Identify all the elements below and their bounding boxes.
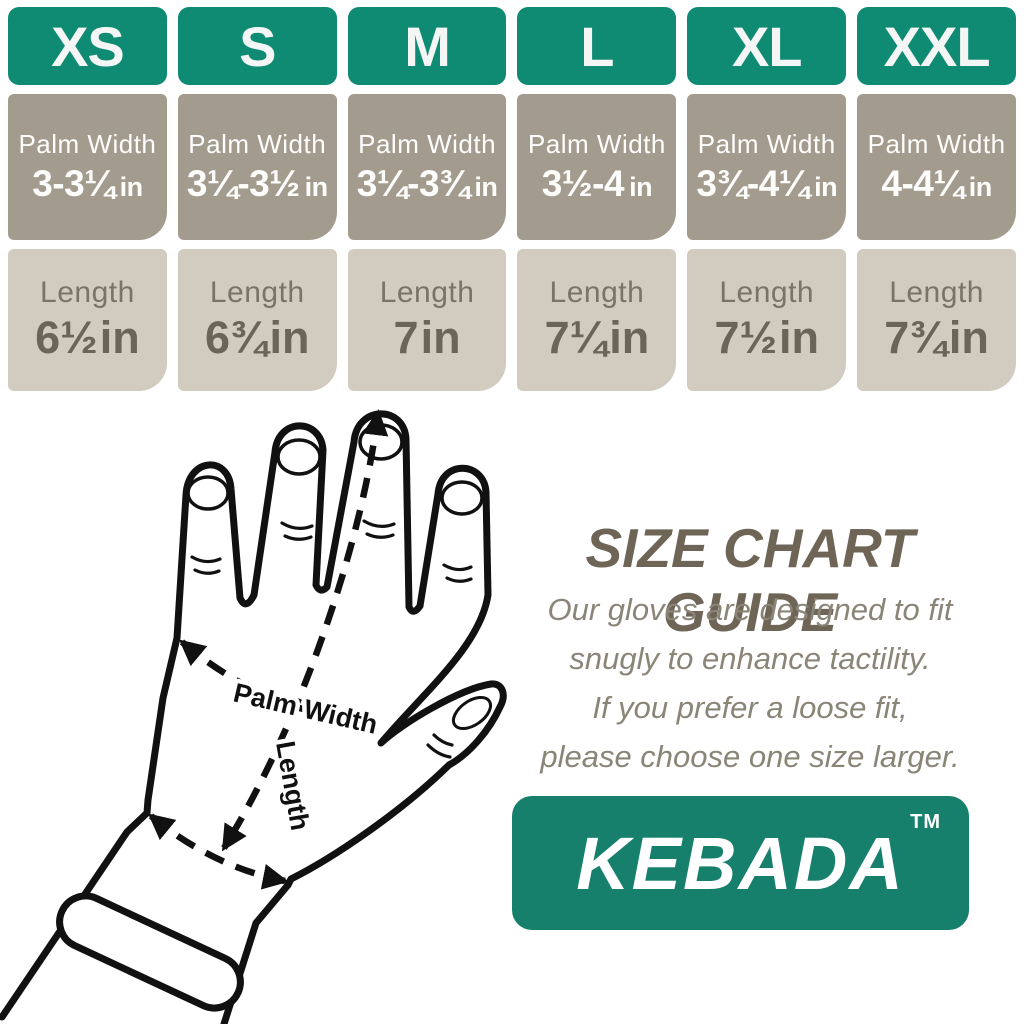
size-header-xs: XS [8, 7, 167, 85]
length-cell-l: Length 7¼in [517, 249, 677, 391]
length-label: Length [549, 276, 645, 309]
unit-label: in [99, 312, 140, 363]
palm-width-value: 3¼-3½ in [186, 163, 329, 204]
brand-logo: KEBADA TM [512, 796, 969, 930]
length-row: Length 6½in Length 6¾in Length 7in Lengt… [8, 249, 1016, 391]
length-cell-m: Length 7in [347, 249, 507, 391]
size-header-l: L [517, 7, 677, 85]
unit-label: in [119, 172, 144, 202]
length-cell-xl: Length 7½in [687, 249, 847, 391]
length-cell-xs: Length 6½in [8, 249, 167, 391]
length-value: 7in [393, 312, 461, 363]
length-value: 6½in [35, 312, 140, 363]
length-label: Length [209, 276, 305, 309]
length-cell-s: Length 6¾in [177, 249, 337, 391]
length-arrow [221, 409, 389, 852]
guide-line-2: snugly to enhance tactility. [569, 641, 931, 676]
palm-width-label: Palm Width [527, 129, 666, 159]
palm-width-label: Palm Width [188, 129, 327, 159]
palm-width-cell-xs: Palm Width 3-3¼ in [8, 94, 167, 240]
palm-width-value: 3¼-3¾ in [356, 163, 498, 204]
palm-width-label: Palm Width [18, 129, 157, 159]
palm-width-label: Palm Width [697, 129, 836, 159]
trademark-symbol: TM [910, 811, 941, 833]
unit-label: in [420, 312, 461, 363]
unit-label: in [814, 172, 838, 202]
guide-line-1: Our gloves are designed to fit [547, 592, 953, 627]
guide-description: Our gloves are designed to fit snugly to… [495, 585, 1005, 781]
length-label: Length [889, 276, 984, 309]
page-title: SIZE CHART GUIDE [585, 517, 915, 643]
palm-width-value: 4-4¼ in [881, 163, 993, 204]
palm-width-cell-xxl: Palm Width 4-4¼ in [857, 94, 1016, 240]
palm-width-row: Palm Width 3-3¼ in Palm Width 3¼-3½ in Pal… [8, 94, 1016, 240]
size-table: XS S M L XL XXL Palm Width 3-3¼ in Palm W… [0, 7, 1024, 400]
unit-label: in [474, 172, 498, 202]
thumb-nail [451, 695, 493, 731]
length-label: Length [379, 276, 475, 309]
cuff-band [56, 892, 244, 1012]
length-value: 7½in [714, 312, 820, 363]
hand-measurement-diagram: Palm Width Length [0, 409, 507, 1024]
unit-label: in [968, 172, 993, 202]
palm-width-value: 3-3¼ in [32, 163, 144, 204]
length-value: 7¾in [884, 312, 989, 363]
palm-width-label: Palm Width [867, 129, 1006, 159]
palm-width-cell-l: Palm Width 3½-4 in [517, 94, 677, 240]
length-label: Length [719, 276, 815, 309]
palm-width-cell-s: Palm Width 3¼-3½ in [177, 94, 337, 240]
unit-label: in [269, 312, 310, 363]
size-header-m: M [347, 7, 507, 85]
unit-label: in [948, 312, 989, 363]
unit-label: in [629, 172, 653, 202]
unit-label: in [304, 172, 329, 202]
palm-width-label: Palm Width [358, 129, 497, 159]
palm-width-cell-xl: Palm Width 3¾-4¼ in [687, 94, 847, 240]
unit-label: in [609, 312, 650, 363]
guide-line-4: please choose one size larger. [540, 739, 960, 774]
brand-name: KEBADA [576, 821, 905, 905]
palm-width-cell-m: Palm Width 3¼-3¾ in [347, 94, 507, 240]
guide-line-3: If you prefer a loose fit, [592, 690, 908, 725]
size-header-xl: XL [687, 7, 847, 85]
unit-label: in [779, 312, 820, 363]
palm-width-value: 3½-4 in [541, 163, 653, 204]
length-value: 6¾in [204, 312, 310, 363]
wrist-width-arrow [147, 813, 289, 890]
size-header-xxl: XXL [857, 7, 1016, 85]
length-cell-xxl: Length 7¾in [857, 249, 1016, 391]
palm-width-value: 3¾-4¼ in [696, 163, 838, 204]
size-header-row: XS S M L XL XXL [8, 7, 1016, 85]
index-nail [440, 480, 484, 516]
size-header-s: S [177, 7, 337, 85]
length-value: 7¼in [544, 312, 650, 363]
length-label: Length [40, 276, 135, 309]
